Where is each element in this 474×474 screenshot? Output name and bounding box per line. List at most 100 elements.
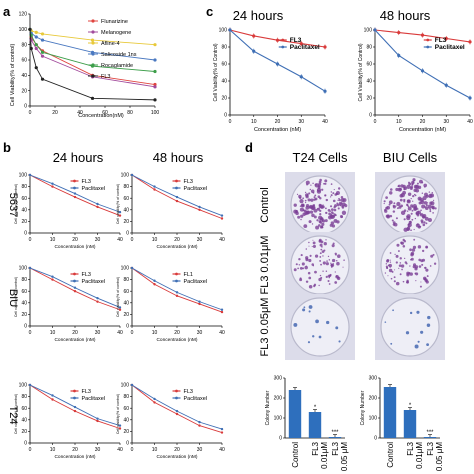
significance-label: ***	[331, 430, 339, 436]
colony	[344, 204, 348, 208]
colony	[308, 305, 313, 309]
colony	[395, 205, 397, 207]
legend-marker	[426, 45, 430, 49]
y-tick-label: 100	[19, 27, 28, 33]
y-tick-label: 20	[123, 219, 129, 225]
data-point	[118, 427, 122, 430]
data-point	[34, 66, 38, 70]
y-tick-label: 20	[21, 219, 27, 225]
colony	[301, 262, 305, 266]
data-point	[220, 308, 224, 311]
colony	[317, 184, 321, 188]
legend-label: Melanogene	[101, 30, 131, 36]
panel-label-a: a	[3, 4, 11, 19]
colony	[410, 258, 412, 261]
panel-d-cond-fl3-005: FL3 0.05μM	[259, 298, 271, 357]
colony	[298, 194, 302, 199]
colony	[383, 200, 386, 203]
colony	[413, 206, 418, 211]
colony	[417, 185, 422, 190]
x-tick-label: 40	[322, 119, 328, 125]
y-tick-label: 100	[219, 28, 228, 34]
colony	[336, 276, 341, 281]
panel-b-title-24h: 24 hours	[53, 150, 104, 165]
panel-c-title-24h: 24 hours	[233, 8, 284, 23]
legend-label: FL3	[82, 272, 91, 278]
colony	[434, 207, 437, 210]
y-tick-label: 100	[19, 383, 28, 389]
data-point	[29, 46, 33, 51]
colony	[403, 240, 407, 243]
legend-marker	[73, 389, 76, 393]
colony	[416, 310, 420, 314]
colony	[397, 187, 402, 192]
colony	[295, 211, 299, 216]
colony	[327, 255, 330, 258]
colony	[314, 194, 317, 197]
colony	[304, 199, 307, 202]
data-point	[175, 409, 179, 413]
colony	[312, 335, 315, 338]
y-tick-label: 40	[21, 73, 27, 79]
legend-label: Paclitaxel	[184, 279, 208, 285]
x-tick-label: 10	[50, 447, 56, 453]
data-point	[175, 199, 179, 203]
y-tick-label: 100	[369, 416, 378, 422]
colony	[388, 268, 393, 273]
data-point	[153, 98, 157, 102]
colony	[330, 266, 333, 268]
colony	[413, 238, 416, 241]
colony	[313, 196, 316, 199]
legend-marker	[281, 45, 285, 49]
data-point	[130, 173, 134, 177]
panel-b-row-5637: 5637	[7, 193, 19, 217]
x-tick-label: 30	[197, 447, 203, 453]
colony	[318, 284, 320, 287]
colony	[320, 205, 324, 209]
colony	[334, 252, 337, 255]
colony	[429, 265, 432, 267]
colony	[321, 222, 325, 226]
panel-a-xlabel: Concentration(nM)	[78, 113, 124, 119]
colony	[395, 261, 398, 264]
colony	[316, 219, 319, 222]
colony	[402, 280, 405, 283]
colony	[300, 218, 302, 221]
colony	[416, 182, 419, 185]
colony	[407, 205, 410, 208]
colony	[419, 285, 422, 288]
colony	[424, 186, 426, 188]
colony	[409, 272, 413, 276]
colony	[391, 219, 394, 222]
legend-label: Paclitaxel	[82, 186, 106, 192]
y-tick-label: 100	[121, 383, 130, 389]
colony	[403, 198, 406, 202]
colony	[411, 183, 414, 185]
colony	[330, 262, 332, 264]
legend-label: Flunarizine	[101, 19, 128, 25]
colony	[412, 181, 415, 184]
y-tick-label: 20	[123, 312, 129, 318]
colony	[306, 193, 309, 196]
x-tick-label: 20	[174, 330, 180, 336]
data-point	[28, 383, 32, 387]
panel-b-row-t24: T24	[7, 406, 19, 425]
bar	[328, 437, 342, 438]
colony	[421, 192, 424, 194]
colony	[414, 194, 417, 197]
y-tick-label: 80	[366, 45, 372, 51]
colony	[325, 211, 328, 214]
y-tick-label: 0	[369, 113, 372, 119]
x-tick-label: 30	[197, 237, 203, 243]
colony	[390, 342, 393, 345]
y-tick-label: 60	[21, 58, 27, 64]
colony	[399, 262, 402, 264]
legend-marker	[281, 38, 285, 42]
y-tick-label: 40	[123, 207, 129, 213]
data-point	[51, 182, 54, 185]
data-point	[34, 30, 38, 34]
x-axis-label: Concentration (nM)	[54, 244, 95, 250]
data-point	[175, 412, 179, 416]
